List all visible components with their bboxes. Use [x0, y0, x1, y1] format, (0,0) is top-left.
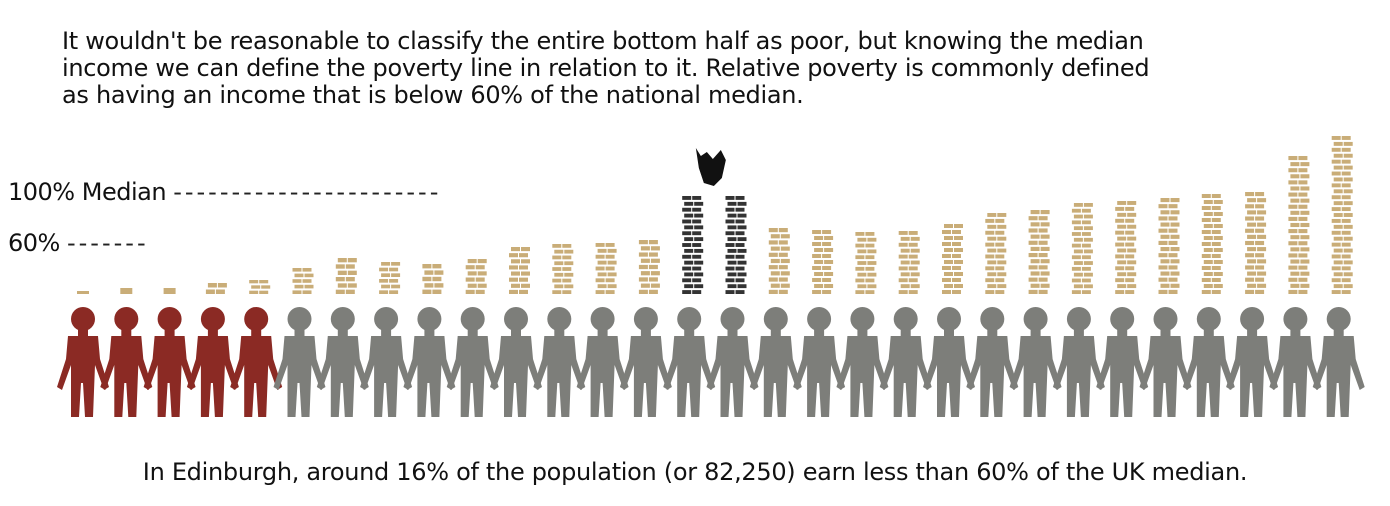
person — [793, 307, 846, 417]
income-stack — [292, 268, 314, 294]
intro-text: It wouldn't be reasonable to classify th… — [62, 28, 1312, 109]
income-stack — [1201, 194, 1223, 294]
income-stack — [1028, 210, 1050, 294]
person — [1269, 307, 1322, 417]
income-stack — [422, 264, 444, 294]
person — [273, 307, 326, 417]
person — [619, 307, 672, 417]
person — [1139, 307, 1192, 417]
poverty-dashed-line: ------- — [66, 229, 149, 257]
person — [966, 307, 1019, 417]
person — [879, 307, 932, 417]
income-stack — [855, 232, 877, 294]
income-stack — [552, 244, 574, 294]
income-stack — [163, 288, 176, 294]
person — [1182, 307, 1235, 417]
income-stack — [205, 283, 227, 294]
person — [749, 307, 802, 417]
person — [446, 307, 499, 417]
person-below-poverty-line — [230, 307, 283, 417]
person — [836, 307, 889, 417]
person — [706, 307, 759, 417]
income-stack — [812, 230, 834, 294]
person — [1009, 307, 1062, 417]
intro-line-3: as having an income that is below 60% of… — [62, 81, 804, 109]
income-stack — [120, 288, 133, 294]
income-stack — [682, 196, 704, 294]
income-stack — [1245, 192, 1267, 294]
intro-line-1: It wouldn't be reasonable to classify th… — [62, 27, 1144, 55]
income-stack — [249, 280, 271, 294]
income-stack — [77, 291, 89, 294]
person — [1312, 307, 1365, 417]
person-below-poverty-line — [143, 307, 196, 417]
income-stack — [1331, 136, 1353, 294]
income-stack — [595, 243, 617, 294]
income-stack — [465, 259, 487, 294]
income-stack — [768, 228, 790, 294]
income-stack — [725, 196, 747, 294]
income-stack — [1158, 198, 1180, 294]
footer-caption: In Edinburgh, around 16% of the populati… — [142, 458, 1248, 486]
person-below-poverty-line — [186, 307, 239, 417]
person — [1226, 307, 1279, 417]
person-below-poverty-line — [57, 307, 109, 417]
income-stack — [942, 224, 963, 294]
income-stack — [335, 258, 357, 294]
income-stack — [638, 240, 660, 294]
income-stack — [1115, 201, 1137, 294]
person — [1096, 307, 1149, 417]
income-stack — [1071, 203, 1093, 294]
median-hand-icon — [695, 148, 726, 186]
income-stack — [379, 262, 401, 294]
person — [923, 307, 975, 417]
income-stack — [1288, 156, 1310, 294]
income-stack — [898, 231, 920, 294]
median-reference: 100% Median ----------------------- — [8, 178, 441, 206]
person — [360, 307, 413, 417]
person — [1052, 307, 1105, 417]
poverty-reference: 60% ------- — [8, 229, 149, 257]
person — [316, 307, 369, 417]
person — [576, 307, 629, 417]
person — [403, 307, 456, 417]
people-row — [57, 307, 1365, 417]
money-stacks — [77, 136, 1353, 294]
median-dashed-line: ----------------------- — [173, 178, 442, 206]
person-below-poverty-line — [100, 307, 153, 417]
median-label: 100% Median — [8, 178, 167, 206]
income-stack — [985, 213, 1007, 294]
person — [663, 307, 716, 417]
poverty-label: 60% — [8, 229, 60, 257]
person — [533, 307, 586, 417]
person — [490, 307, 542, 417]
income-stack — [509, 247, 530, 294]
intro-line-2: income we can define the poverty line in… — [62, 54, 1150, 82]
